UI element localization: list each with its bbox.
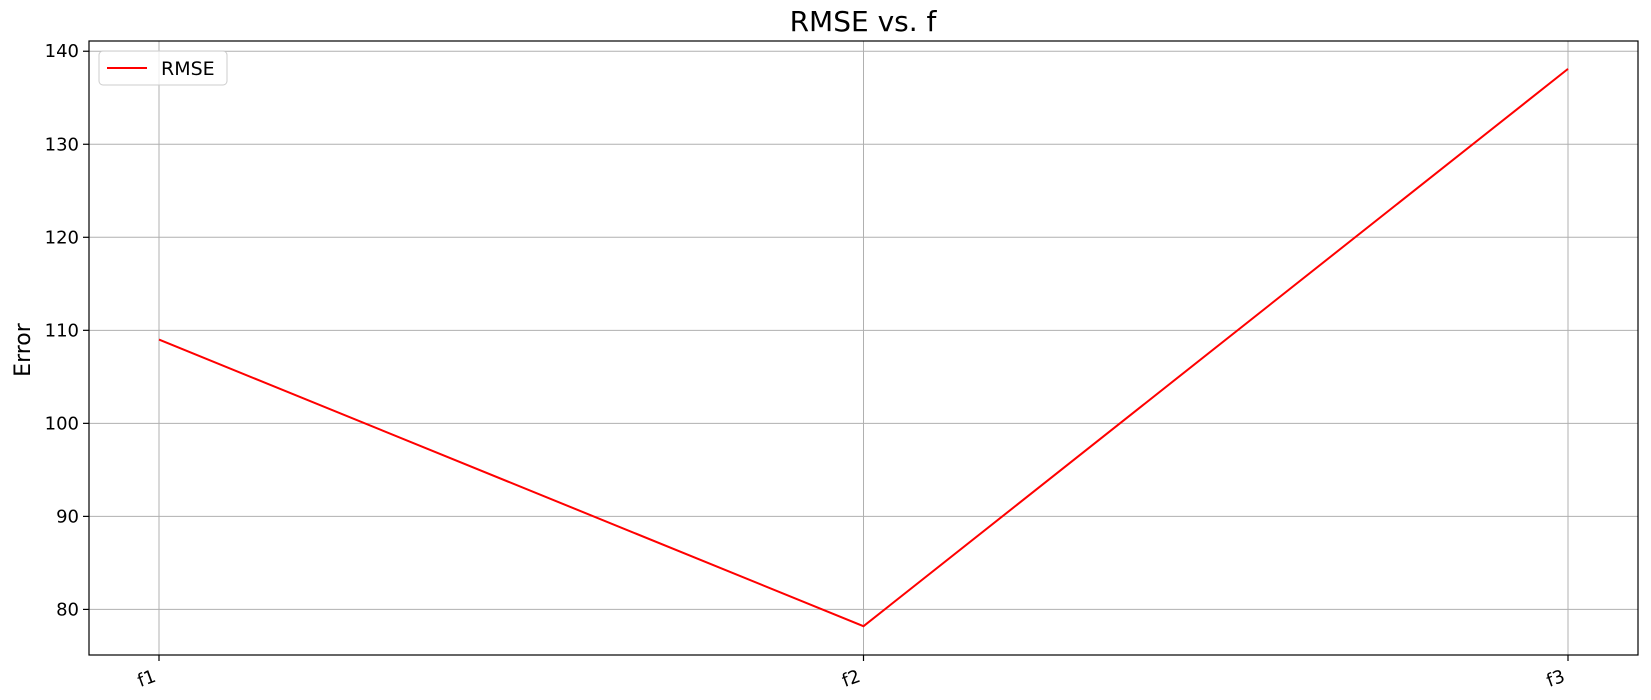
x-tick-label: f2 xyxy=(839,666,863,692)
y-tick-label: 80 xyxy=(56,599,79,620)
chart-title: RMSE vs. f xyxy=(790,5,938,38)
legend: RMSE xyxy=(98,50,228,86)
y-axis-label: Error xyxy=(11,322,36,377)
y-tick-label: 120 xyxy=(45,227,79,248)
x-tick-label: f1 xyxy=(135,666,159,692)
grid xyxy=(89,41,1638,655)
y-tick-label: 110 xyxy=(45,320,79,341)
y-tick-label: 130 xyxy=(45,134,79,155)
series-layer xyxy=(158,68,1569,628)
legend-label: RMSE xyxy=(161,58,215,80)
y-tick-label: 140 xyxy=(45,41,79,62)
axes: 80 90 100 110 120 130 140 f1 f2 f3 xyxy=(45,40,1639,692)
x-tick-label: f3 xyxy=(1544,666,1568,692)
legend-box xyxy=(98,50,228,86)
y-tick-label: 90 xyxy=(56,506,79,527)
y-tick-label: 100 xyxy=(45,413,79,434)
